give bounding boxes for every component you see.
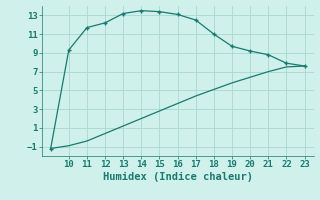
X-axis label: Humidex (Indice chaleur): Humidex (Indice chaleur) [103,172,252,182]
